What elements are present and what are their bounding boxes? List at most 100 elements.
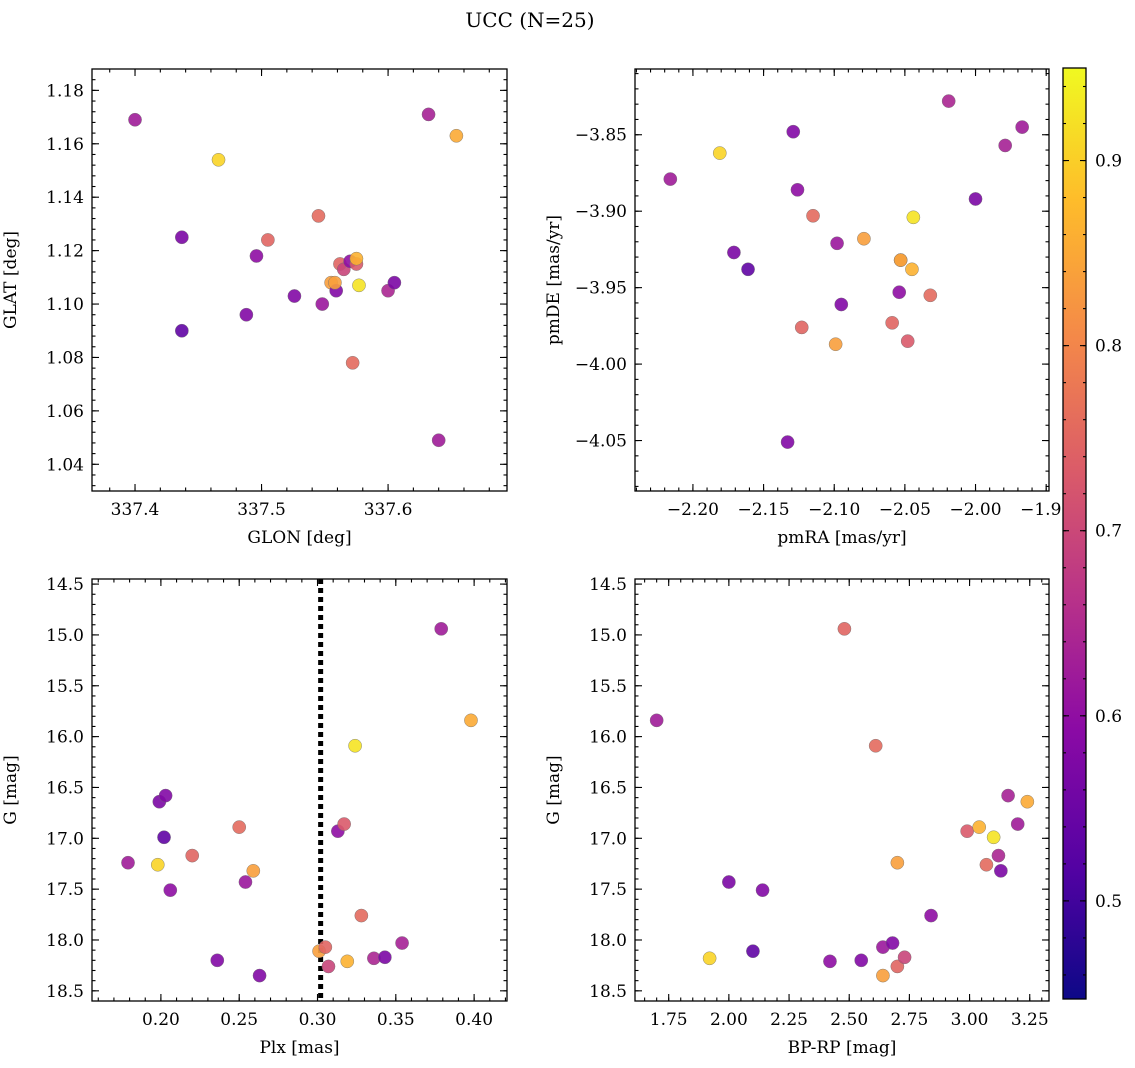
y-tick-label: 1.18 [46,81,84,101]
data-point [722,875,736,889]
axes-frame [91,68,508,492]
x-tick-label: −2.05 [879,500,931,520]
axes-frame [634,578,1050,1002]
data-point [348,738,362,753]
colorbar-tick-label: 0.9 [1095,152,1122,172]
data-point [906,210,921,225]
data-point [158,788,173,803]
x-axis-label: BP-RP [mag] [788,1038,897,1058]
figure-title: UCC (N=25) [465,8,594,32]
data-point [464,713,478,728]
y-tick-label: −4.00 [575,355,627,375]
data-point [175,230,189,245]
data-point [905,262,919,277]
data-point [354,908,369,923]
y-tick-label: 17.0 [589,829,627,849]
data-point [885,316,899,330]
data-point [395,936,409,950]
y-tick-label: 16.0 [46,728,84,748]
data-point [941,94,956,108]
y-tick-label: 17.0 [46,829,84,849]
data-point [746,944,760,958]
data-point [249,249,264,263]
y-axis-label: GLAT [deg] [1,231,21,329]
x-tick-label: 3.25 [1011,1010,1049,1030]
data-point [1020,794,1035,809]
data-point [834,297,849,312]
data-point [431,433,446,448]
data-point [837,622,852,636]
data-point [897,950,912,965]
x-tick-label: 2.25 [770,1010,808,1030]
data-point [890,855,905,870]
data-point [238,875,253,889]
data-point [868,738,883,753]
data-point [830,236,844,251]
x-axis-label: pmRA [mas/yr] [777,528,906,548]
data-point [1010,817,1025,831]
y-tick-label: 1.08 [46,348,84,368]
y-tick-label: −3.85 [575,126,627,146]
x-tick-label: −2.00 [949,500,1001,520]
axes-frame [634,68,1050,492]
colorbar: 0.5 0.6 0.7 0.8 0.9 [1062,67,1122,1000]
data-point [663,172,678,186]
x-tick-label: 1.75 [650,1010,688,1030]
y-tick-label: 14.5 [46,575,84,595]
data-point [900,334,915,348]
data-point [876,968,890,983]
x-tick-label: 2.50 [830,1010,868,1030]
data-point [790,182,805,197]
data-point [318,940,333,954]
data-point [885,936,900,950]
colorbar-tick-label: 0.7 [1095,522,1122,542]
y-tick-label: −3.95 [575,279,627,299]
x-tick-label: 0.40 [455,1010,493,1030]
y-tick-label: −4.05 [575,432,627,452]
data-point [1015,120,1029,134]
data-point [741,262,755,277]
data-point [892,285,907,300]
y-tick-label: 17.5 [46,880,84,900]
data-point [986,830,1001,845]
y-tick-label: 1.10 [46,295,84,315]
x-tick-label: 0.35 [377,1010,415,1030]
y-tick-label: 16.5 [46,778,84,798]
data-point [175,323,189,338]
data-point [712,146,727,160]
data-point [232,820,247,834]
data-point [421,107,436,122]
y-tick-label: 16.5 [589,778,627,798]
data-point [991,848,1006,863]
x-axis-label: GLON [deg] [247,528,351,548]
x-tick-label: 337.5 [237,500,286,520]
panel-glon-glat: 337.4 337.5 337.6 1.04 1.06 1.08 1.10 1.12 1.14 1… [1,68,508,548]
y-tick-label: 14.5 [589,575,627,595]
data-point [828,337,843,352]
data-point [434,622,449,636]
y-tick-label: 15.0 [46,626,84,646]
y-tick-label: 18.5 [589,982,627,1002]
panel-bprp-g: 1.75 2.00 2.25 2.50 2.75 3.00 3.25 14.5 15.0 15.5… [544,575,1050,1058]
x-tick-label: 3.00 [951,1010,989,1030]
data-point [387,275,402,290]
data-point [857,231,871,246]
y-tick-label: 18.0 [589,931,627,951]
data-point [328,275,342,290]
data-point [185,848,200,863]
data-point [979,857,994,872]
data-point [287,289,302,303]
y-tick-label: 1.16 [46,135,84,155]
data-point [727,245,741,260]
data-point [794,320,809,335]
y-tick-label: 18.5 [46,982,84,1002]
data-point [994,864,1008,878]
data-point [806,208,820,223]
data-point [163,883,178,897]
data-point [246,864,261,878]
data-point [755,883,770,897]
data-point [239,307,254,322]
x-tick-label: −2.20 [667,500,719,520]
data-point [340,954,355,969]
